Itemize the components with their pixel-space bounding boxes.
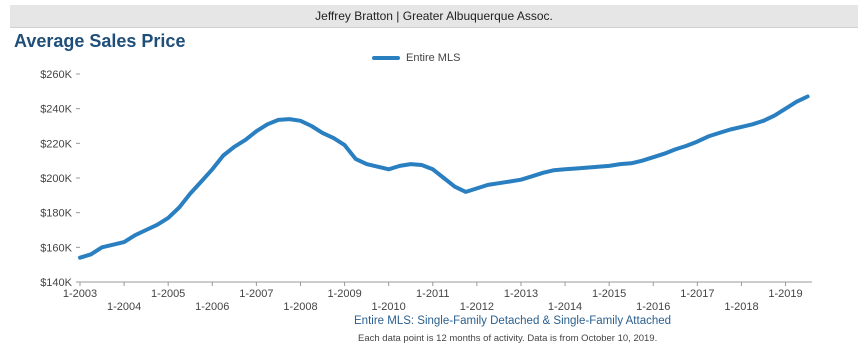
x-tick-label: 1-2013 bbox=[504, 288, 538, 300]
x-tick-label: 1-2011 bbox=[416, 288, 449, 300]
x-tick-label: 1-2003 bbox=[63, 288, 97, 300]
y-tick-label: $260K bbox=[40, 69, 72, 81]
legend-label: Entire MLS bbox=[406, 52, 461, 64]
legend-swatch bbox=[372, 56, 400, 60]
x-tick-label: 1-2016 bbox=[636, 301, 670, 313]
footnote-mls: Entire MLS: Single-Family Detached & Sin… bbox=[354, 315, 672, 327]
y-tick-label: $160K bbox=[40, 242, 72, 254]
x-tick-label: 1-2012 bbox=[460, 301, 494, 313]
x-tick-label: 1-2005 bbox=[151, 288, 185, 300]
x-tick-label: 1-2004 bbox=[107, 301, 141, 313]
legend: Entire MLS bbox=[372, 52, 460, 64]
x-tick-label: 1-2015 bbox=[592, 288, 626, 300]
y-tick-label: $240K bbox=[40, 104, 72, 116]
x-tick-label: 1-2014 bbox=[548, 301, 582, 313]
x-tick-label: 1-2009 bbox=[327, 288, 361, 300]
y-tick-label: $140K bbox=[40, 277, 72, 289]
x-tick-label: 1-2017 bbox=[680, 288, 714, 300]
header-text: Jeffrey Bratton | Greater Albuquerque As… bbox=[315, 9, 553, 23]
x-tick-label: 1-2019 bbox=[768, 288, 802, 300]
x-tick-label: 1-2010 bbox=[372, 301, 406, 313]
footnote-data-note: Each data point is 12 months of activity… bbox=[358, 333, 658, 344]
x-tick-label: 1-2007 bbox=[239, 288, 273, 300]
y-tick-label: $220K bbox=[40, 138, 72, 150]
chart-title: Average Sales Price bbox=[14, 31, 186, 51]
y-tick-label: $180K bbox=[40, 208, 72, 220]
x-tick-label: 1-2018 bbox=[724, 301, 758, 313]
x-tick-label: 1-2006 bbox=[195, 301, 229, 313]
x-tick-label: 1-2008 bbox=[283, 301, 317, 313]
y-tick-label: $200K bbox=[40, 173, 72, 185]
header-bar: Jeffrey Bratton | Greater Albuquerque As… bbox=[10, 5, 858, 28]
series-line-entire-mls bbox=[78, 94, 810, 260]
